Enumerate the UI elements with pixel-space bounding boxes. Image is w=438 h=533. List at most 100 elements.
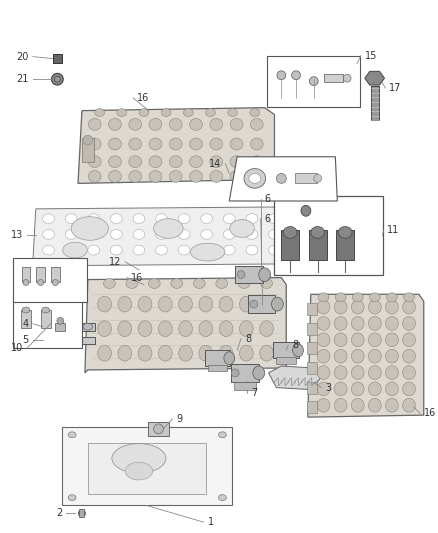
Ellipse shape xyxy=(230,138,243,150)
Ellipse shape xyxy=(138,321,152,336)
Ellipse shape xyxy=(219,296,233,312)
Bar xyxy=(309,230,326,260)
Ellipse shape xyxy=(65,214,77,223)
Ellipse shape xyxy=(385,317,398,330)
Bar xyxy=(307,401,317,413)
Ellipse shape xyxy=(201,214,212,223)
Ellipse shape xyxy=(385,399,398,412)
Ellipse shape xyxy=(317,300,330,314)
Ellipse shape xyxy=(118,345,132,361)
Ellipse shape xyxy=(253,366,265,379)
Ellipse shape xyxy=(88,171,101,182)
Bar xyxy=(79,510,85,517)
Bar xyxy=(148,422,170,436)
Ellipse shape xyxy=(179,321,192,336)
Ellipse shape xyxy=(42,307,49,313)
Ellipse shape xyxy=(199,296,213,312)
Ellipse shape xyxy=(129,171,141,182)
Ellipse shape xyxy=(385,366,398,379)
Ellipse shape xyxy=(368,317,381,330)
Ellipse shape xyxy=(159,296,172,312)
Ellipse shape xyxy=(154,219,183,238)
Ellipse shape xyxy=(403,366,415,379)
Ellipse shape xyxy=(199,345,213,361)
Ellipse shape xyxy=(219,345,233,361)
Ellipse shape xyxy=(57,317,64,324)
Ellipse shape xyxy=(59,338,66,343)
Ellipse shape xyxy=(201,245,212,255)
Ellipse shape xyxy=(261,279,272,288)
Ellipse shape xyxy=(118,296,132,312)
Ellipse shape xyxy=(277,71,286,79)
Ellipse shape xyxy=(368,333,381,346)
Text: 5: 5 xyxy=(23,335,29,345)
Ellipse shape xyxy=(179,345,192,361)
Text: 1: 1 xyxy=(208,517,214,527)
Ellipse shape xyxy=(149,138,162,150)
Ellipse shape xyxy=(78,510,85,517)
Ellipse shape xyxy=(317,382,330,396)
Ellipse shape xyxy=(268,230,280,239)
Ellipse shape xyxy=(351,349,364,363)
Ellipse shape xyxy=(334,399,347,412)
Ellipse shape xyxy=(351,382,364,396)
Bar xyxy=(41,310,50,328)
Text: 11: 11 xyxy=(388,225,399,236)
Ellipse shape xyxy=(246,230,258,239)
Bar xyxy=(36,267,45,282)
Ellipse shape xyxy=(129,156,141,167)
Ellipse shape xyxy=(240,345,253,361)
Ellipse shape xyxy=(251,156,263,167)
Bar xyxy=(13,258,87,302)
Bar xyxy=(295,173,317,183)
Ellipse shape xyxy=(250,109,260,117)
Ellipse shape xyxy=(314,174,321,182)
Ellipse shape xyxy=(190,171,202,182)
Ellipse shape xyxy=(251,171,263,182)
Ellipse shape xyxy=(68,495,76,500)
Ellipse shape xyxy=(276,173,286,183)
Ellipse shape xyxy=(138,345,152,361)
Ellipse shape xyxy=(190,156,202,167)
Ellipse shape xyxy=(125,462,153,480)
Ellipse shape xyxy=(53,280,58,286)
Ellipse shape xyxy=(318,293,329,302)
Ellipse shape xyxy=(88,245,99,255)
Bar xyxy=(307,303,317,315)
Ellipse shape xyxy=(403,349,415,363)
Ellipse shape xyxy=(117,109,127,117)
Ellipse shape xyxy=(230,171,243,182)
Ellipse shape xyxy=(88,156,101,167)
Ellipse shape xyxy=(98,345,111,361)
Ellipse shape xyxy=(230,118,243,130)
Ellipse shape xyxy=(334,366,347,379)
Ellipse shape xyxy=(260,321,273,336)
Ellipse shape xyxy=(133,214,145,223)
Ellipse shape xyxy=(171,279,183,288)
Ellipse shape xyxy=(230,156,243,167)
Ellipse shape xyxy=(129,118,141,130)
Ellipse shape xyxy=(246,214,258,223)
Bar xyxy=(273,342,299,358)
Ellipse shape xyxy=(334,333,347,346)
Ellipse shape xyxy=(148,279,160,288)
Ellipse shape xyxy=(170,171,182,182)
Ellipse shape xyxy=(42,214,54,223)
Bar xyxy=(307,382,317,393)
Ellipse shape xyxy=(110,245,122,255)
Ellipse shape xyxy=(223,230,235,239)
Ellipse shape xyxy=(224,352,235,365)
Ellipse shape xyxy=(170,138,182,150)
Ellipse shape xyxy=(52,74,63,85)
Ellipse shape xyxy=(228,109,237,117)
Text: 16: 16 xyxy=(131,272,143,282)
Ellipse shape xyxy=(159,321,172,336)
Text: 16: 16 xyxy=(424,408,436,418)
Ellipse shape xyxy=(210,171,223,182)
Bar xyxy=(231,364,259,382)
Text: 13: 13 xyxy=(11,230,23,240)
Ellipse shape xyxy=(403,300,415,314)
Bar xyxy=(371,86,378,120)
Ellipse shape xyxy=(161,109,171,117)
Ellipse shape xyxy=(149,171,162,182)
